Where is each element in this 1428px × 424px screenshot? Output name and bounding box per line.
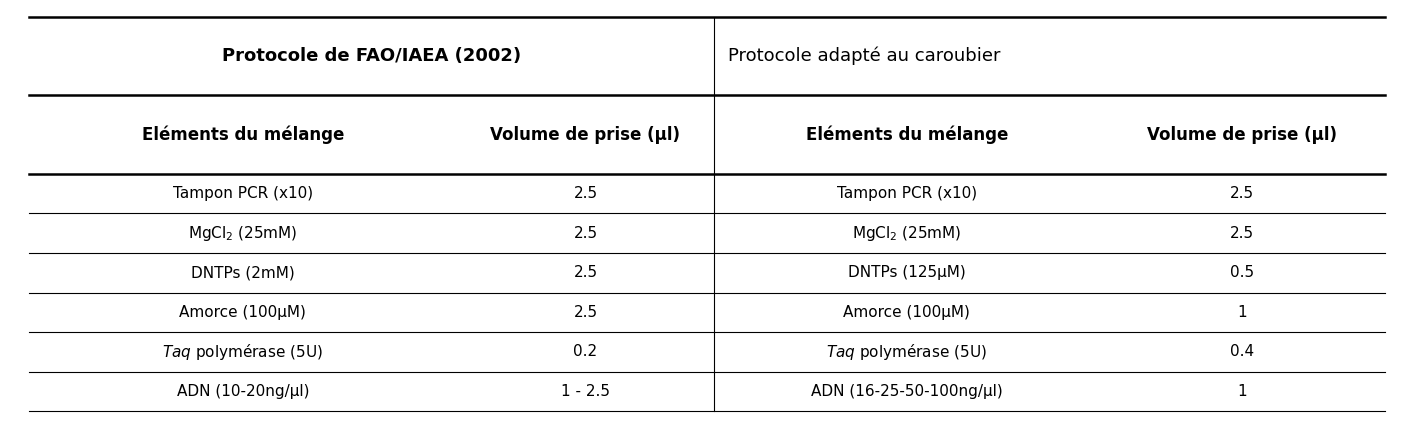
Text: 2.5: 2.5 bbox=[574, 305, 597, 320]
Text: Tampon PCR (x10): Tampon PCR (x10) bbox=[837, 186, 977, 201]
Text: ADN (16-25-50-100ng/µl): ADN (16-25-50-100ng/µl) bbox=[811, 384, 1002, 399]
Text: 0.2: 0.2 bbox=[574, 344, 597, 360]
Text: DNTPs (2mM): DNTPs (2mM) bbox=[191, 265, 294, 280]
Text: 1 - 2.5: 1 - 2.5 bbox=[561, 384, 610, 399]
Text: Protocole de FAO/IAEA (2002): Protocole de FAO/IAEA (2002) bbox=[221, 47, 521, 65]
Text: Tampon PCR (x10): Tampon PCR (x10) bbox=[173, 186, 313, 201]
Text: $\mathit{Taq}$ polymérase (5U): $\mathit{Taq}$ polymérase (5U) bbox=[827, 342, 987, 362]
Text: MgCl$_2$ (25mM): MgCl$_2$ (25mM) bbox=[853, 224, 961, 243]
Text: MgCl$_2$ (25mM): MgCl$_2$ (25mM) bbox=[188, 224, 297, 243]
Text: 2.5: 2.5 bbox=[574, 186, 597, 201]
Text: 2.5: 2.5 bbox=[1231, 226, 1254, 241]
Text: 0.4: 0.4 bbox=[1231, 344, 1254, 360]
Text: Volume de prise (µl): Volume de prise (µl) bbox=[490, 126, 681, 144]
Text: 1: 1 bbox=[1238, 384, 1247, 399]
Text: ADN (10-20ng/µl): ADN (10-20ng/µl) bbox=[177, 384, 308, 399]
Text: Amorce (100µM): Amorce (100µM) bbox=[844, 305, 970, 320]
Text: $\mathit{Taq}$ polymérase (5U): $\mathit{Taq}$ polymérase (5U) bbox=[163, 342, 323, 362]
Text: 2.5: 2.5 bbox=[574, 226, 597, 241]
Text: 2.5: 2.5 bbox=[574, 265, 597, 280]
Text: Eléments du mélange: Eléments du mélange bbox=[805, 126, 1008, 144]
Text: 1: 1 bbox=[1238, 305, 1247, 320]
Text: Protocole adapté au caroubier: Protocole adapté au caroubier bbox=[728, 47, 1001, 65]
Text: 2.5: 2.5 bbox=[1231, 186, 1254, 201]
Text: Eléments du mélange: Eléments du mélange bbox=[141, 126, 344, 144]
Text: 0.5: 0.5 bbox=[1231, 265, 1254, 280]
Text: Amorce (100µM): Amorce (100µM) bbox=[180, 305, 306, 320]
Text: Volume de prise (µl): Volume de prise (µl) bbox=[1147, 126, 1338, 144]
Text: DNTPs (125µM): DNTPs (125µM) bbox=[848, 265, 965, 280]
